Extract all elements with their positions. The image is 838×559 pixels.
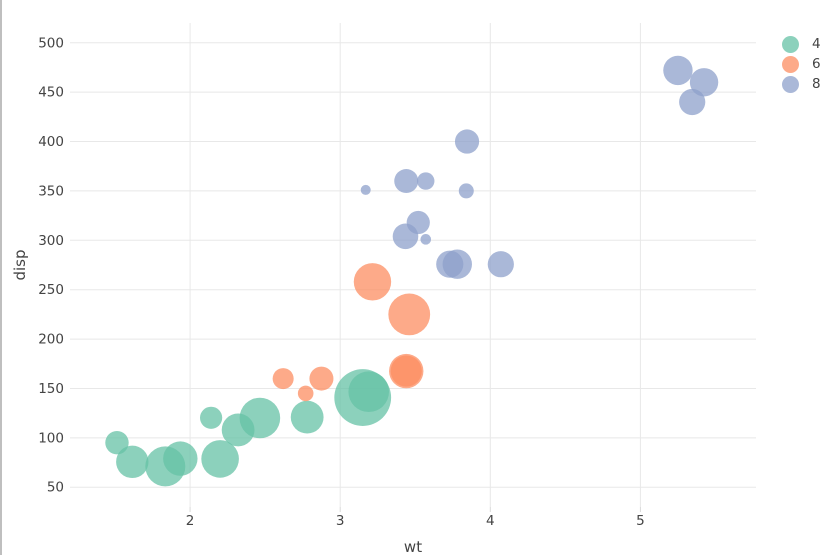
y-tick-label: 300: [38, 233, 64, 249]
bubble-cyl-8[interactable]: [394, 169, 419, 194]
bubble-cyl-4[interactable]: [200, 406, 223, 429]
legend-item-cyl-4[interactable]: 4: [782, 34, 821, 54]
y-tick-label: 50: [47, 480, 64, 496]
bubble-cyl-6[interactable]: [353, 263, 392, 301]
y-tick-label: 400: [38, 134, 64, 150]
bubble-cyl-4[interactable]: [163, 441, 198, 476]
bubble-cyl-6[interactable]: [389, 353, 424, 389]
bubble-cyl-6[interactable]: [388, 293, 431, 336]
x-tick-label: 4: [486, 513, 495, 529]
bubble-cyl-8[interactable]: [392, 223, 419, 250]
bubble-cyl-8[interactable]: [689, 68, 719, 97]
bubble-cyl-4[interactable]: [334, 369, 392, 426]
bubble-cyl-8[interactable]: [663, 55, 693, 86]
y-axis-title: disp: [11, 249, 29, 281]
y-tick-label: 500: [38, 35, 64, 51]
bubble-cyl-4[interactable]: [239, 397, 281, 439]
legend-label-cyl-8: 8: [812, 76, 821, 92]
plot-area[interactable]: [70, 23, 756, 507]
bubble-cyl-8[interactable]: [458, 183, 474, 199]
legend-label-cyl-6: 6: [812, 56, 821, 72]
bubble-cyl-6[interactable]: [309, 366, 334, 391]
bubble-cyl-8[interactable]: [442, 249, 472, 279]
bubble-cyl-4[interactable]: [290, 400, 324, 434]
bubble-cyl-8[interactable]: [360, 184, 371, 195]
x-tick-label: 5: [636, 513, 645, 529]
bubble-cyl-4[interactable]: [105, 430, 129, 455]
bubble-cyl-6[interactable]: [272, 368, 294, 390]
legend-swatch-cyl-8-icon: [782, 75, 799, 93]
x-tick-label: 2: [186, 513, 195, 529]
x-tick-label: 3: [336, 513, 345, 529]
legend-item-cyl-8[interactable]: 8: [782, 74, 821, 94]
y-tick-label: 450: [38, 85, 64, 101]
legend-swatch-cyl-6-icon: [782, 55, 799, 73]
y-tick-label: 150: [38, 381, 64, 397]
y-tick-label: 100: [38, 430, 64, 446]
bubble-cyl-8[interactable]: [679, 88, 706, 116]
bubble-cyl-4[interactable]: [201, 440, 239, 478]
bubble-cyl-6[interactable]: [297, 385, 314, 402]
y-tick-label: 350: [38, 183, 64, 199]
bubble-cyl-8[interactable]: [420, 234, 432, 245]
bubble-cyl-8[interactable]: [417, 172, 435, 190]
bubble-cyl-8[interactable]: [454, 129, 480, 154]
x-axis-title: wt: [403, 538, 423, 556]
y-tick-label: 200: [38, 332, 64, 348]
bubble-cyl-8[interactable]: [487, 251, 514, 278]
legend: 4 6 8: [782, 34, 821, 94]
legend-item-cyl-6[interactable]: 6: [782, 54, 821, 74]
window-left-border: [0, 0, 2, 555]
bubble-cyl-4[interactable]: [116, 445, 149, 479]
legend-swatch-cyl-4-icon: [782, 35, 799, 53]
legend-label-cyl-4: 4: [812, 36, 821, 52]
y-tick-label: 250: [38, 282, 64, 298]
